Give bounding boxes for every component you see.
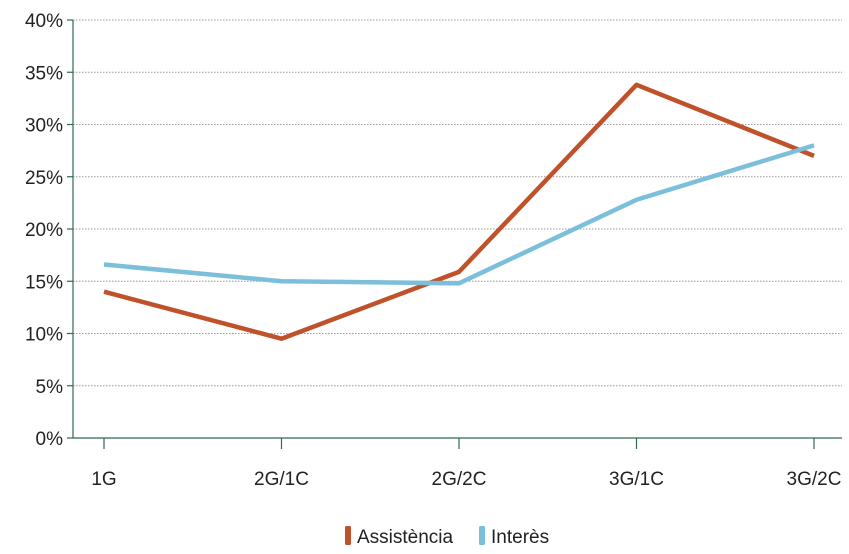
gridlines (73, 19, 842, 387)
y-tick-label: 5% (36, 377, 64, 398)
series-line-0 (103, 82, 815, 341)
y-tick-label: 15% (25, 272, 63, 293)
x-tick-label: 3G/2C (787, 469, 842, 490)
y-axis-ticks: 0% 5% 10% 15% 20% 25% 30% 35% 40% (25, 11, 73, 450)
series-lines (103, 82, 815, 341)
legend-label: Interès (491, 527, 549, 548)
y-tick-label: 20% (25, 220, 63, 241)
legend: Assistència Interès (345, 526, 549, 548)
legend-label: Assistència (357, 527, 454, 548)
y-tick-label: 35% (25, 63, 63, 84)
x-axis-ticks: 1G 2G/1C 2G/2C 3G/1C 3G/2C (91, 438, 841, 490)
legend-swatch (345, 526, 351, 545)
x-tick-label: 2G/1C (254, 469, 309, 490)
y-tick-label: 25% (25, 168, 63, 189)
series-line-1 (103, 143, 815, 286)
y-tick-label: 40% (25, 11, 63, 32)
y-tick-label: 30% (25, 116, 63, 137)
y-tick-label: 0% (36, 429, 64, 450)
x-tick-label: 1G (91, 469, 116, 490)
y-tick-label: 10% (25, 325, 63, 346)
x-tick-label: 3G/1C (609, 469, 664, 490)
x-tick-label: 2G/2C (432, 469, 487, 490)
legend-swatch (479, 526, 485, 545)
